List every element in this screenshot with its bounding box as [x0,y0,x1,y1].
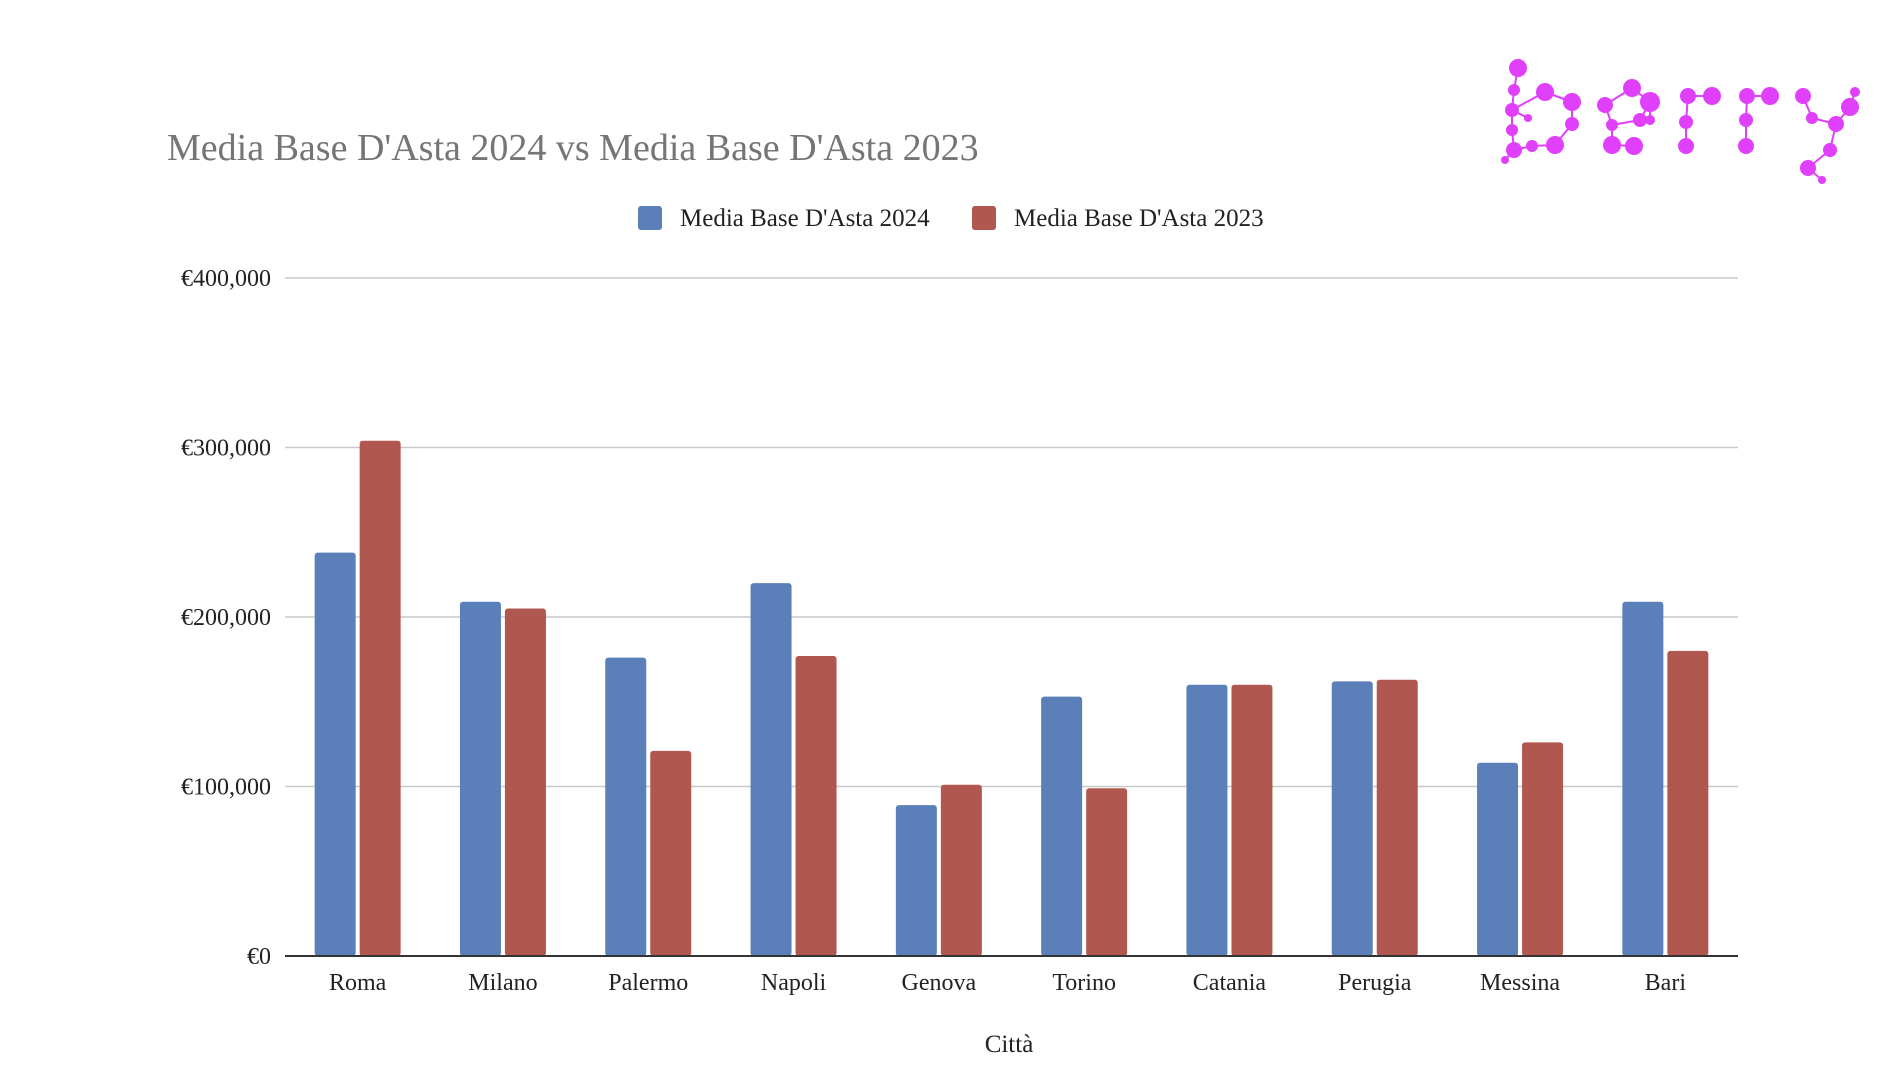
x-tick-label: Catania [1193,970,1267,996]
logo-dot [1800,160,1816,176]
x-tick-label: Napoli [761,970,827,996]
legend-swatch [972,206,996,230]
logo-dot [1739,113,1753,127]
logo-dot [1506,142,1522,158]
bar-2023-bari [1667,650,1709,956]
logo-dot [1739,88,1755,104]
legend-swatch [638,206,662,230]
bar-2024-milano [459,601,501,956]
logo-dot [1524,114,1532,122]
logo-dot [1606,119,1618,131]
y-tick-label: €100,000 [181,775,271,801]
x-axis-label: Città [985,1031,1034,1058]
logo-dot [1678,138,1694,154]
bar-2024-torino [1041,696,1083,956]
berry-logo [1501,59,1860,184]
logo-dot [1546,136,1564,154]
x-axis: Roma Milano Palermo Napoli Genova Torino Catan… [285,955,1738,996]
bars [314,440,1709,957]
legend-label: Media Base D'Asta 2023 [1014,205,1264,232]
logo-dot [1841,98,1859,116]
bar-2024-perugia [1331,681,1373,956]
logo-dot [1679,115,1693,129]
bar-2024-bari [1622,601,1664,956]
x-tick-label: Perugia [1338,970,1412,996]
bar-2023-napoli [795,655,837,956]
logo-dot [1795,88,1811,104]
logo-dot [1645,115,1655,125]
bar-2023-genova [940,784,982,956]
bar-2024-messina [1477,762,1519,956]
legend: Media Base D'Asta 2024 Media Base D'Asta … [638,205,1264,232]
bar-2023-roma [359,440,401,957]
logo-dot [1603,136,1621,154]
logo-dot [1680,88,1696,104]
gridlines [285,277,1738,788]
x-tick-label: Genova [902,970,977,996]
y-tick-label: €0 [247,944,271,970]
logo-dot [1526,140,1538,152]
logo-dot [1761,87,1779,105]
bar-2024-catania [1186,684,1228,956]
chart-title: Media Base D'Asta 2024 vs Media Base D'A… [167,127,979,169]
bar-2024-palermo [605,657,647,956]
logo-dot [1818,176,1826,184]
logo-dot [1806,112,1818,124]
y-tick-label: €300,000 [181,436,271,462]
y-axis: €0 €100,000 €200,000 €300,000 €400,000 [181,266,271,970]
bar-2023-perugia [1376,679,1418,956]
x-tick-label: Roma [329,970,387,996]
logo-dot [1565,117,1579,131]
logo-dot [1828,116,1844,132]
y-tick-label: €200,000 [181,605,271,631]
logo-dot [1703,87,1721,105]
x-tick-label: Milano [468,970,537,996]
bar-2023-messina [1522,742,1564,956]
logo-dot [1633,113,1647,127]
logo-dot [1501,156,1509,164]
logo-dot [1850,87,1860,97]
x-tick-label: Bari [1645,970,1687,996]
x-tick-label: Torino [1052,970,1116,996]
logo-dot [1509,59,1527,77]
bar-2023-palermo [650,750,692,956]
bar-2023-torino [1086,788,1128,956]
logo-dot [1640,92,1660,112]
logo-dot [1738,138,1754,154]
bar-2023-catania [1231,684,1273,956]
legend-label: Media Base D'Asta 2024 [680,205,930,232]
bar-2024-genova [895,805,937,956]
logo-dot [1563,93,1581,111]
logo-dot [1823,143,1837,157]
logo-dot [1508,84,1520,96]
bar-2024-napoli [750,583,792,956]
bar-2023-milano [504,608,546,956]
logo-dot [1506,124,1518,136]
x-tick-label: Messina [1480,970,1560,996]
bar-2024-roma [314,552,356,956]
logo-dot [1597,97,1613,113]
logo-dot [1623,79,1641,97]
logo-dot [1625,137,1643,155]
x-tick-label: Palermo [608,970,688,996]
logo-dot [1505,103,1519,117]
logo-dot [1536,83,1554,101]
y-tick-label: €400,000 [181,266,271,292]
